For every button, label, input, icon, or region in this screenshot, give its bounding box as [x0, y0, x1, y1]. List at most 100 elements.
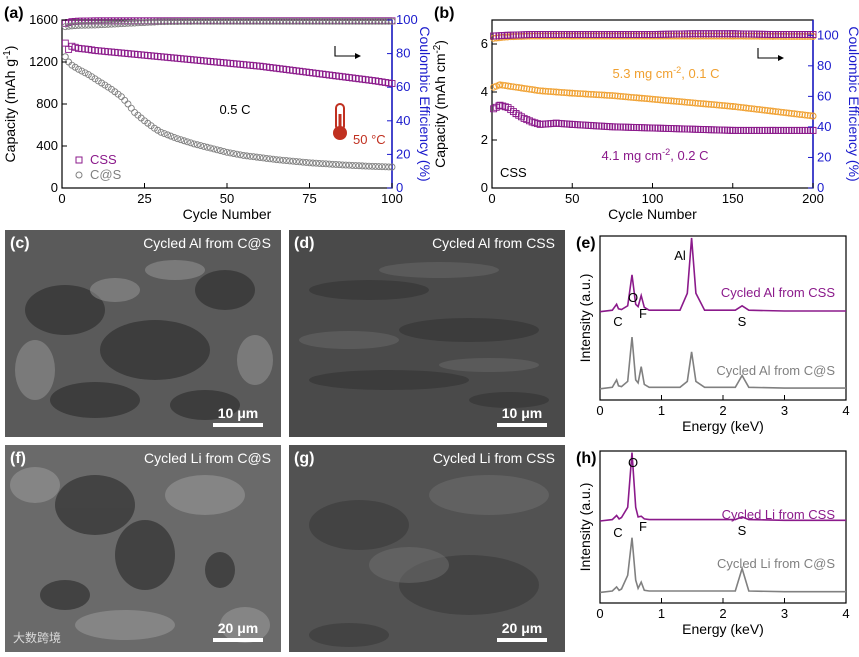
data-point-circle [758, 106, 766, 114]
data-point-circle [197, 17, 205, 25]
x-tick-label: 0 [596, 403, 603, 418]
spectrum-line-1 [599, 337, 846, 390]
y2-tick-label: 20 [817, 149, 831, 164]
sem-texture-f [5, 445, 281, 652]
data-point-circle [273, 17, 280, 25]
data-point-circle [68, 22, 76, 30]
y-axis-label: Intensity (a.u.) [577, 274, 593, 363]
data-point-circle [335, 161, 343, 169]
peak-label: S [738, 523, 747, 538]
data-point-circle [203, 17, 211, 25]
data-point-circle [638, 94, 646, 102]
data-point-circle [249, 153, 257, 161]
data-point-circle [659, 96, 667, 104]
spectrum-line-0 [599, 452, 846, 522]
data-point-circle [342, 161, 350, 169]
x-axis-label: Cycle Number [608, 206, 697, 222]
data-point-circle [230, 150, 238, 158]
data-point-circle [236, 17, 244, 25]
x-tick-label: 50 [565, 191, 579, 206]
data-point-circle [542, 87, 549, 95]
data-point-circle [675, 98, 683, 106]
data-point-circle [718, 101, 726, 109]
sem-image-c: (c) Cycled Al from C@S 10 μm [5, 230, 281, 437]
data-point-circle [296, 17, 304, 25]
x-tick-label: 2 [719, 403, 726, 418]
legend-label-cs: C@S [90, 167, 122, 182]
data-point-circle [574, 90, 582, 97]
data-point-circle [289, 17, 297, 25]
data-point-circle [667, 97, 675, 105]
data-point-circle [141, 19, 148, 26]
data-point-circle [552, 88, 560, 96]
data-point-circle [632, 94, 640, 102]
data-point-circle [180, 137, 188, 145]
data-point-circle [496, 81, 504, 89]
scale-bar-g: 20 μm [497, 620, 547, 642]
data-point-circle [292, 17, 300, 25]
data-point-circle [764, 107, 771, 115]
peak-label: F [639, 519, 647, 534]
data-point-circle [332, 17, 340, 25]
data-point-circle [777, 108, 785, 116]
chart-group-h: (h) Cycled Li from CSS Cycled Li from C@S O… [576, 450, 850, 637]
data-point-circle [558, 88, 566, 96]
data-point-circle [809, 112, 817, 120]
data-point-circle [576, 90, 584, 98]
thermometer-icon [333, 103, 347, 140]
chart-group-a: (a)0 25 50 75 100040080012001600020406080100… [2, 5, 431, 222]
data-point-circle [651, 95, 659, 103]
data-point-circle [388, 163, 396, 171]
data-point-circle [150, 18, 158, 26]
data-point-circle [378, 17, 386, 25]
data-point-circle [319, 17, 327, 25]
sem-label-f: Cycled Li from C@S [143, 450, 271, 466]
thermometer-level [338, 114, 342, 130]
data-point-circle [315, 159, 323, 167]
data-point-circle [614, 92, 622, 100]
data-point-circle [499, 81, 507, 89]
data-point-circle [715, 101, 723, 109]
data-point-circle [312, 159, 320, 167]
data-point-circle [167, 18, 175, 26]
x-tick-label: 4 [842, 403, 849, 418]
panel-letter-h: (h) [576, 450, 596, 467]
data-point-circle [555, 88, 563, 96]
data-point-circle [339, 161, 346, 169]
data-point-circle [246, 17, 254, 25]
y-tick-label: 0 [481, 180, 488, 195]
peak-label: S [738, 314, 747, 329]
y2-tick-label: 60 [817, 88, 831, 103]
data-point-circle [635, 94, 643, 102]
sem-label-d: Cycled Al from CSS [432, 235, 555, 251]
spectrum-label-0: Cycled Li from CSS [722, 507, 836, 522]
x-tick-label: 1 [658, 606, 665, 621]
data-point-circle [611, 92, 619, 100]
data-point-circle [177, 136, 185, 144]
data-point-circle [223, 17, 231, 25]
data-point-circle [121, 20, 129, 27]
y-axis-label: Capacity (mAh g-1) [2, 46, 19, 163]
arrow-head [355, 53, 361, 59]
data-point-circle [309, 17, 317, 25]
series-ce-3 [61, 17, 396, 31]
spectrum-label-1: Cycled Al from C@S [716, 363, 835, 378]
data-point-circle [61, 53, 69, 61]
data-point-circle [329, 17, 337, 25]
data-point-circle [689, 99, 697, 107]
chart-group-e: (e) Cycled Al from CSS Cycled Al from C@S C… [576, 235, 850, 434]
data-point-circle [550, 88, 557, 96]
data-point-circle [253, 17, 261, 25]
spectrum-label-1: Cycled Li from C@S [717, 556, 835, 571]
data-point-circle [582, 90, 590, 98]
data-point-circle [167, 132, 175, 140]
data-point-circle [259, 17, 267, 25]
arrow-to-ce-axis [334, 46, 355, 57]
x-tick-label: 2 [719, 606, 726, 621]
data-point-circle [233, 150, 241, 158]
data-point-circle [312, 17, 320, 25]
data-point-circle [71, 22, 79, 30]
data-point-circle [641, 95, 648, 102]
data-point-circle [302, 17, 310, 25]
